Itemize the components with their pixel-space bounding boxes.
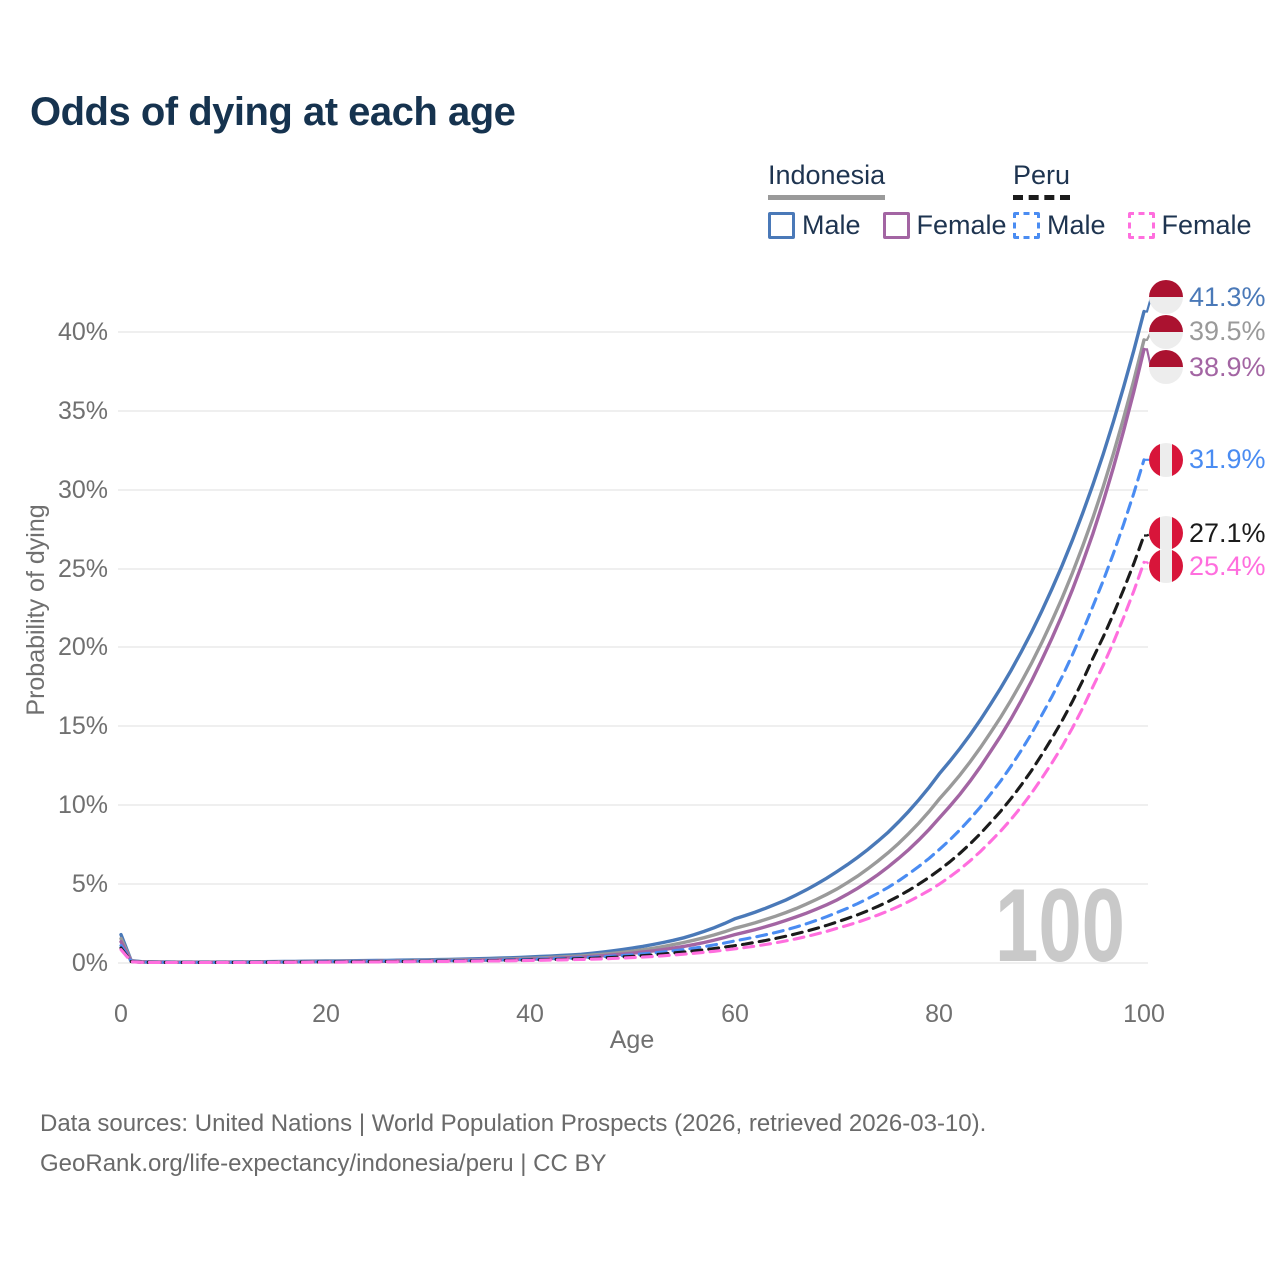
- indonesia-flag-icon: [1149, 314, 1183, 349]
- curve-indonesia-male: [119, 309, 1146, 964]
- legend-item-label: Male: [802, 210, 861, 240]
- y-tick: 30%: [58, 476, 108, 504]
- x-tick: 100: [1123, 1000, 1165, 1028]
- legend-item-label: Male: [1047, 210, 1106, 240]
- y-tick: 40%: [58, 318, 108, 346]
- y-tick: 5%: [72, 870, 108, 898]
- end-label-peru-both: 27.1%: [1149, 515, 1266, 551]
- peru-flag-icon: [1149, 516, 1183, 551]
- legend-group-peru: Peru Male Female: [1013, 160, 1252, 241]
- end-value: 25.4%: [1189, 550, 1266, 581]
- end-value: 38.9%: [1189, 351, 1266, 382]
- peru-male-swatch-icon: [1013, 212, 1040, 239]
- peru-flag-icon: [1149, 442, 1183, 477]
- y-tick: 25%: [58, 555, 108, 583]
- y-tick: 10%: [58, 791, 108, 819]
- x-tick: 0: [114, 1000, 128, 1028]
- legend-item-label: Female: [1161, 210, 1252, 240]
- legend-title-indonesia: Indonesia: [768, 160, 886, 200]
- legend-group-title: Indonesia: [768, 160, 1007, 200]
- x-axis-ticks: 0 20 40 60 80 100: [114, 1000, 1165, 1028]
- age-watermark: 100: [995, 868, 1125, 984]
- end-label-indonesia-both: 39.5%: [1149, 314, 1266, 350]
- end-label-peru-male: 31.9%: [1149, 442, 1266, 478]
- end-value: 27.1%: [1189, 517, 1266, 548]
- data-sources-line: Data sources: United Nations | World Pop…: [40, 1110, 987, 1137]
- indonesia-female-swatch-icon: [882, 212, 910, 239]
- curve-peru-male: [119, 458, 1146, 964]
- legend-item-label: Female: [916, 210, 1007, 240]
- legend-item-indonesia-female[interactable]: Female: [882, 210, 1007, 241]
- indonesia-flag-icon: [1149, 350, 1183, 385]
- legend-title-peru: Peru: [1013, 160, 1071, 200]
- y-tick: 20%: [58, 633, 108, 661]
- series-curves: [119, 309, 1146, 965]
- gridlines: [118, 331, 1148, 964]
- legend-item-indonesia-male[interactable]: Male: [768, 210, 861, 241]
- legend-group-indonesia: Indonesia Male Female: [768, 160, 1007, 241]
- indonesia-flag-icon: [1149, 280, 1183, 315]
- legend-item-peru-female[interactable]: Female: [1127, 210, 1252, 241]
- legend-group-title: Peru: [1013, 160, 1252, 200]
- x-tick: 20: [312, 1000, 340, 1028]
- y-tick: 0%: [72, 949, 108, 977]
- footer-attribution: Data sources: United Nations | World Pop…: [40, 1104, 986, 1184]
- curve-indonesia-both: [119, 338, 1146, 964]
- indonesia-male-swatch-icon: [768, 212, 795, 239]
- end-value: 41.3%: [1189, 281, 1266, 312]
- peru-flag-icon: [1149, 549, 1183, 584]
- y-tick: 35%: [58, 397, 108, 425]
- legend-item-peru-male[interactable]: Male: [1013, 210, 1106, 241]
- end-label-indonesia-male: 41.3%: [1149, 279, 1266, 315]
- x-tick: 40: [516, 1000, 544, 1028]
- curve-indonesia-female: [119, 347, 1146, 964]
- x-tick: 60: [721, 1000, 749, 1028]
- end-value: 31.9%: [1189, 444, 1266, 475]
- y-axis-ticks: 0% 5% 10% 15% 20% 25% 30% 35% 40%: [58, 318, 108, 977]
- peru-female-swatch-icon: [1127, 212, 1155, 239]
- end-label-indonesia-female: 38.9%: [1149, 349, 1266, 385]
- x-axis-title: Age: [610, 1026, 654, 1054]
- x-tick: 80: [925, 1000, 953, 1028]
- curve-peru-female: [119, 560, 1146, 965]
- end-value: 39.5%: [1189, 316, 1266, 347]
- y-axis-title: Probability of dying: [22, 504, 50, 715]
- page-title: Odds of dying at each age: [30, 90, 516, 134]
- end-label-peru-female: 25.4%: [1149, 548, 1266, 584]
- y-tick: 15%: [58, 712, 108, 740]
- source-url-line: GeoRank.org/life-expectancy/indonesia/pe…: [40, 1150, 607, 1177]
